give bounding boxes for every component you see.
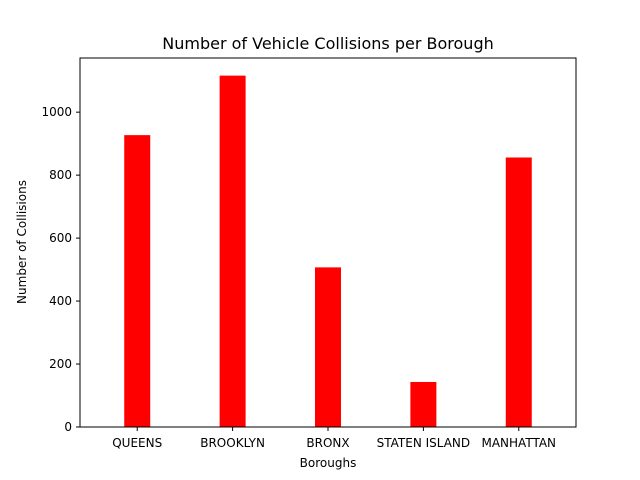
x-tick-label: BROOKLYN [200,436,265,450]
y-tick-label: 1000 [41,105,72,119]
plot-frame [79,57,577,428]
bar-bronx [315,267,341,427]
y-tick-label: 400 [49,294,72,308]
y-tick-label: 200 [49,357,72,371]
chart-title: Number of Vehicle Collisions per Borough [162,34,493,53]
x-tick-label: MANHATTAN [481,436,556,450]
x-tick-label: QUEENS [112,436,162,450]
bar-brooklyn [219,75,246,427]
x-tick-label: BRONX [306,436,349,450]
y-tick-label: 800 [49,168,72,182]
bar-staten-island [410,381,437,427]
x-tick-label: STATEN ISLAND [377,436,471,450]
y-tick-label: 600 [49,231,72,245]
bar-manhattan [505,157,532,428]
x-axis-ticks: QUEENS BROOKLYN BRONX STATEN ISLAND MANHATTA… [112,427,556,450]
y-tick-label: 0 [64,420,72,434]
bar-queens [124,135,151,427]
x-axis-label: Boroughs [300,456,357,470]
y-axis-ticks: 0 200 400 600 800 1000 [41,105,80,434]
bars-group [124,75,532,428]
y-axis-label: Number of Collisions [15,180,29,304]
